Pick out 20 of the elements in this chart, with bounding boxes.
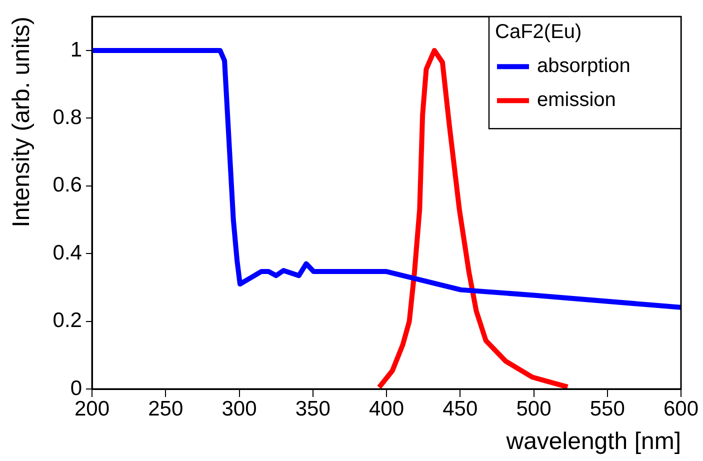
y-axis-title: Intensity (arb. units) (8, 16, 36, 228)
x-tick-label: 400 (368, 397, 404, 420)
x-tick-label: 350 (295, 397, 330, 420)
x-tick-label: 500 (516, 397, 552, 420)
legend-label: emission (537, 89, 616, 112)
y-tick-label: 0 (70, 376, 82, 400)
x-tick-label: 550 (590, 397, 625, 420)
x-tick-label: 250 (148, 397, 184, 420)
legend-title: CaF2(Eu) (495, 21, 582, 44)
x-tick-label: 200 (74, 397, 110, 420)
y-tick-label: 1 (70, 38, 82, 62)
legend-label: absorption (537, 55, 630, 78)
x-axis-title: wavelength [nm] (505, 428, 681, 456)
x-tick-label: 300 (222, 397, 257, 420)
y-tick-label: 0.4 (52, 241, 82, 264)
x-tick-label: 450 (442, 397, 478, 420)
y-tick-label: 0.8 (52, 106, 82, 129)
y-tick-label: 0.2 (52, 309, 82, 332)
y-tick-label: 0.6 (52, 174, 82, 197)
x-tick-label: 600 (663, 397, 699, 420)
